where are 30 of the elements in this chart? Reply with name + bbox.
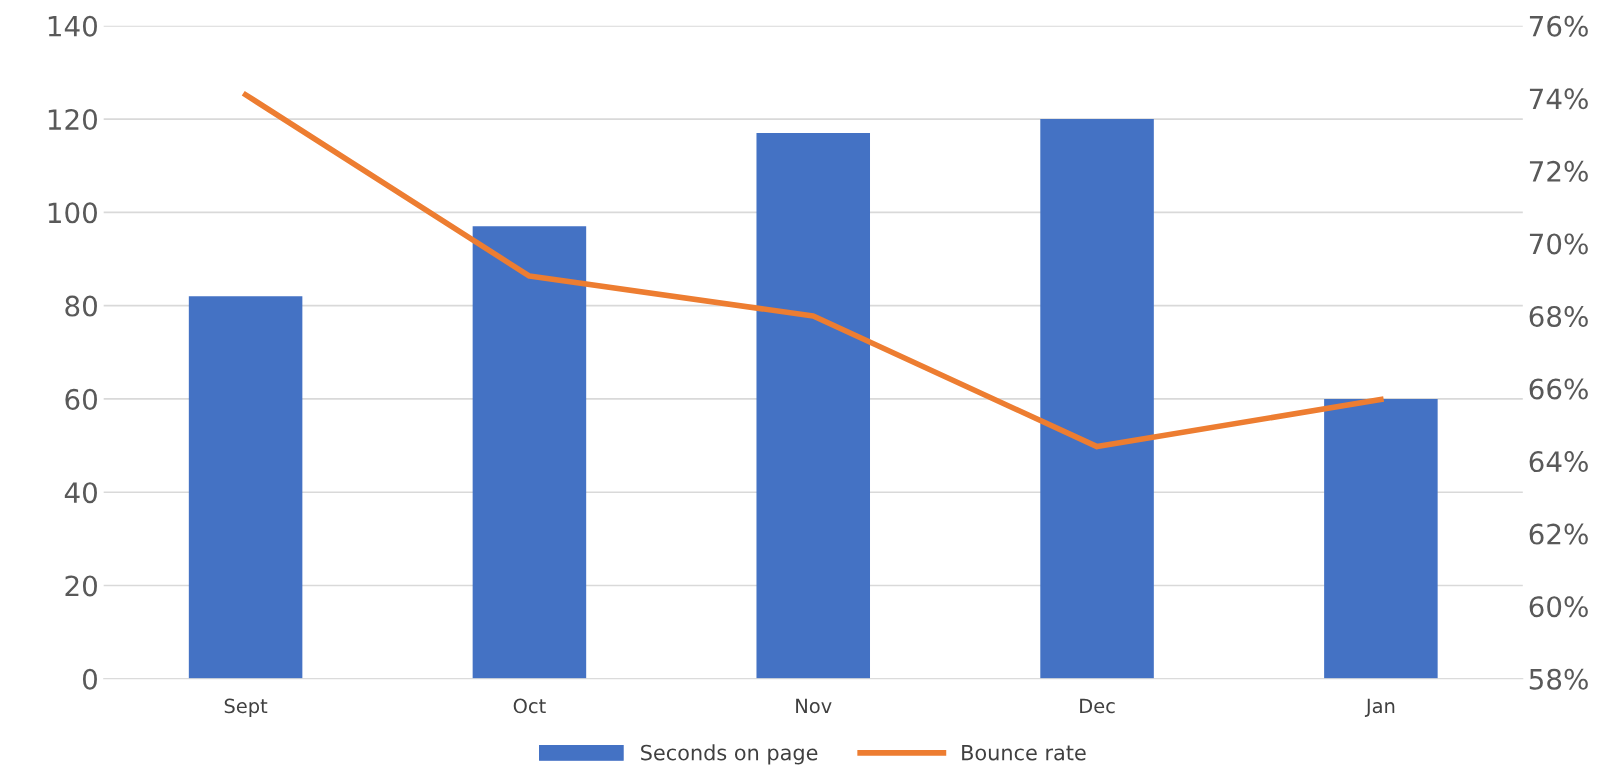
bar (188, 296, 303, 679)
x-tick-label: Sept (224, 698, 268, 718)
bar (1324, 398, 1438, 679)
legend-label: Bounce rate (962, 744, 1086, 761)
y2-tick-label: 76% (1529, 15, 1588, 37)
y-tick-label: 140 (48, 15, 97, 37)
x-tick-label: Nov (796, 698, 832, 714)
x-tick-label: Dec (1080, 698, 1115, 714)
y-tick-label: 80 (65, 295, 97, 317)
bar (1040, 119, 1154, 679)
y2-tick-label: 70% (1529, 233, 1588, 255)
bar (472, 226, 587, 679)
y-tick-label: 20 (65, 575, 97, 597)
y2-tick-label: 58% (1529, 668, 1588, 690)
y-tick-label: 60 (65, 388, 97, 410)
y2-tick-label: 64% (1529, 451, 1588, 473)
y2-tick-label: 68% (1529, 305, 1588, 327)
y2-tick-label: 72% (1529, 160, 1588, 182)
y2-tick-label: 62% (1529, 523, 1588, 545)
legend-label: Seconds on page (641, 744, 818, 765)
bar (756, 133, 870, 679)
y-tick-label: 120 (48, 109, 97, 131)
x-tick-label: Jan (1364, 698, 1395, 717)
y-tick-label: 0 (82, 668, 97, 690)
y-tick-label: 100 (48, 202, 97, 224)
x-tick-label: Oct (513, 698, 546, 714)
y2-tick-label: 60% (1529, 596, 1588, 618)
y-tick-label: 40 (64, 482, 97, 504)
y2-tick-label: 74% (1529, 88, 1588, 110)
y2-tick-label: 66% (1529, 378, 1588, 400)
